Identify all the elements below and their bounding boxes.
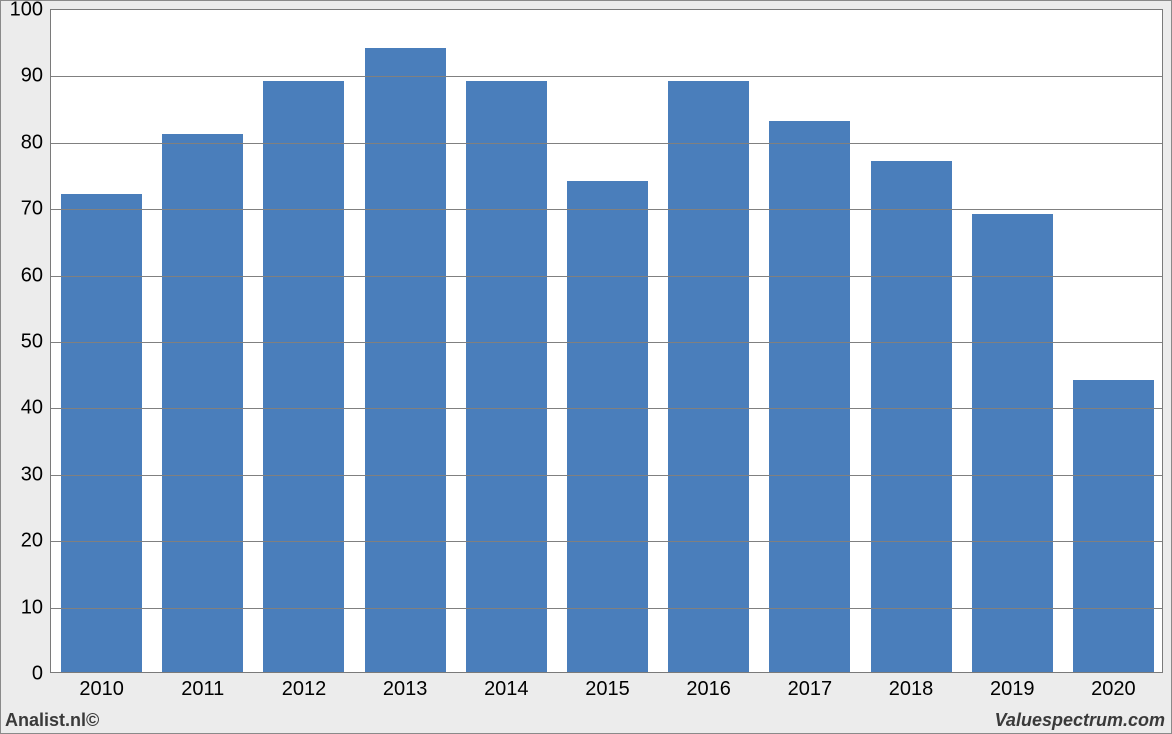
x-tick-label: 2020 — [1091, 678, 1136, 701]
gridline — [51, 276, 1162, 277]
bar — [263, 81, 344, 672]
x-tick-label: 2010 — [79, 678, 124, 701]
x-tick-label: 2018 — [889, 678, 934, 701]
bar — [769, 121, 850, 672]
gridline — [51, 143, 1162, 144]
y-tick-label: 100 — [10, 0, 43, 22]
bar — [668, 81, 749, 672]
bar — [972, 214, 1053, 672]
gridline — [51, 608, 1162, 609]
footer-left-credit: Analist.nl© — [5, 710, 99, 731]
x-tick-label: 2012 — [282, 678, 327, 701]
bar — [567, 181, 648, 672]
x-tick-label: 2015 — [585, 678, 630, 701]
y-tick-label: 90 — [21, 65, 43, 88]
y-tick-label: 60 — [21, 264, 43, 287]
y-tick-label: 80 — [21, 131, 43, 154]
bar — [365, 48, 446, 672]
y-tick-label: 20 — [21, 530, 43, 553]
footer-right-credit: Valuespectrum.com — [995, 710, 1165, 731]
y-tick-label: 50 — [21, 331, 43, 354]
bar — [871, 161, 952, 672]
bar — [61, 194, 142, 672]
gridline — [51, 475, 1162, 476]
x-tick-label: 2014 — [484, 678, 529, 701]
chart-outer-frame: 0 10 20 30 40 50 60 70 80 90 100 2010 2011 2012 2013 20… — [0, 0, 1172, 734]
x-tick-label: 2017 — [788, 678, 833, 701]
bar — [1073, 380, 1154, 672]
y-tick-label: 10 — [21, 596, 43, 619]
y-tick-label: 0 — [32, 663, 43, 686]
bar — [466, 81, 547, 672]
y-tick-label: 40 — [21, 397, 43, 420]
bar — [162, 134, 243, 672]
y-tick-label: 70 — [21, 198, 43, 221]
gridline — [51, 342, 1162, 343]
gridline — [51, 209, 1162, 210]
gridline — [51, 408, 1162, 409]
gridline — [51, 76, 1162, 77]
plot-frame: 0102030405060708090100201020112012201320… — [50, 9, 1163, 673]
y-tick-label: 30 — [21, 463, 43, 486]
x-tick-label: 2019 — [990, 678, 1035, 701]
plot-area — [51, 10, 1162, 672]
x-tick-label: 2013 — [383, 678, 428, 701]
x-tick-label: 2011 — [181, 678, 224, 701]
x-tick-label: 2016 — [686, 678, 731, 701]
gridline — [51, 541, 1162, 542]
